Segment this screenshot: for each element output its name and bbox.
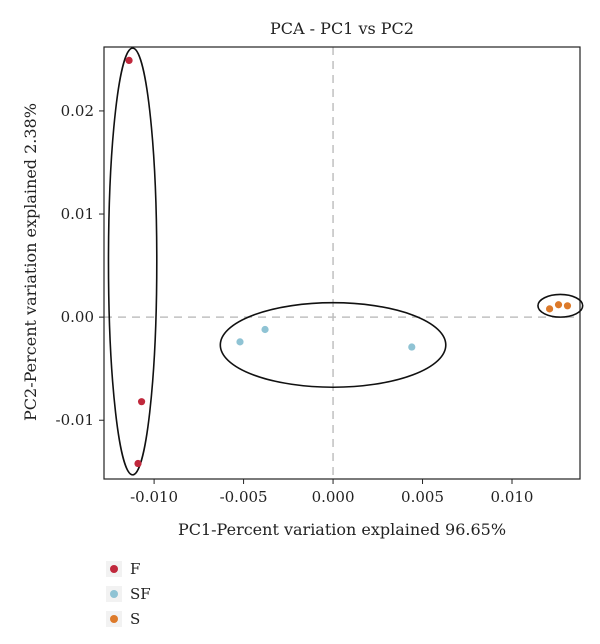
legend-item-sf: SF xyxy=(106,581,151,606)
legend: F SF S xyxy=(106,556,151,631)
x-tick-label: 0.010 xyxy=(491,488,534,506)
plot-area: -0.010 -0.005 0.000 0.005 0.010 -0.01 0.00 0.01… xyxy=(56,46,584,506)
point-f xyxy=(134,459,142,468)
x-tick-label: -0.010 xyxy=(130,488,178,506)
y-tick-label: -0.01 xyxy=(56,411,94,429)
x-tick-label: 0.000 xyxy=(312,488,355,506)
x-tick-label: -0.005 xyxy=(220,488,268,506)
legend-item-f: F xyxy=(106,556,151,581)
legend-dot-s xyxy=(110,614,118,623)
point-sf xyxy=(236,338,244,346)
point-f xyxy=(137,398,146,406)
y-axis-title: PC2-Percent variation explained 2.38% xyxy=(21,103,40,421)
y-tick-label: 0.00 xyxy=(61,308,94,326)
x-axis-title: PC1-Percent variation explained 96.65% xyxy=(178,520,506,539)
legend-label-sf: SF xyxy=(130,584,151,603)
pca-chart: PCA - PC1 vs PC2 -0.010 -0.005 0.000 0.005 0… xyxy=(21,19,584,539)
y-tick-label: 0.01 xyxy=(61,205,94,223)
x-tick-label: 0.005 xyxy=(401,488,444,506)
point-s xyxy=(563,302,572,310)
legend-item-s: S xyxy=(106,606,151,631)
legend-label-s: S xyxy=(130,609,141,628)
point-sf xyxy=(261,325,269,334)
legend-label-f: F xyxy=(130,559,141,578)
legend-swatch-sf xyxy=(106,585,122,602)
y-tick-label: 0.02 xyxy=(61,102,94,120)
legend-swatch-f xyxy=(106,560,122,577)
point-s xyxy=(545,305,554,313)
point-s xyxy=(554,301,563,309)
legend-dot-sf xyxy=(110,589,118,598)
confidence-ellipse-f xyxy=(107,47,158,476)
legend-dot-f xyxy=(110,564,118,573)
point-f xyxy=(125,56,133,65)
confidence-ellipse-sf xyxy=(219,301,447,389)
confidence-ellipse-s xyxy=(537,293,584,318)
chart-title: PCA - PC1 vs PC2 xyxy=(270,19,414,38)
plot-frame xyxy=(103,46,581,480)
legend-swatch-s xyxy=(106,610,122,627)
point-sf xyxy=(408,343,416,351)
